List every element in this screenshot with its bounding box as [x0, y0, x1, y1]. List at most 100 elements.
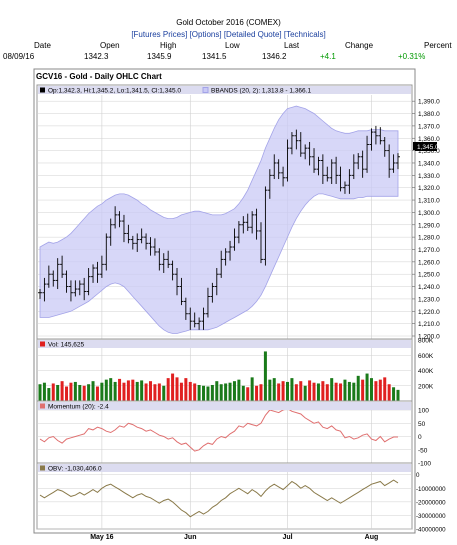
- obv-panel: [36, 462, 413, 530]
- date-label: Date: [34, 41, 51, 50]
- volume-bar: [47, 388, 51, 401]
- volume-y-tick-label: 600K: [418, 353, 434, 360]
- volume-bars: [38, 351, 400, 401]
- price-y-tick-label: 1,200.0: [418, 334, 440, 341]
- momentum-y-tick-label: -50: [418, 447, 428, 454]
- volume-bar: [184, 378, 188, 401]
- volume-bar: [153, 384, 157, 401]
- volume-bar: [82, 385, 86, 401]
- volume-legend-bg: [38, 340, 411, 348]
- volume-bar: [60, 381, 64, 401]
- ohlc-bar: [307, 141, 312, 166]
- percent-label: Percent: [424, 41, 452, 50]
- ohlc-bars: [38, 125, 400, 330]
- price-y-tick-label: 1,350.0: [418, 148, 440, 155]
- volume-y-tick-label: 200K: [418, 383, 434, 390]
- ohlc-bar: [170, 260, 175, 281]
- low-value: 1341.5: [202, 52, 227, 61]
- volume-bar: [144, 383, 148, 401]
- ohlc-bar: [228, 240, 233, 261]
- detailed-quote-link[interactable]: Detailed Quote: [226, 30, 280, 39]
- ohlc-bar: [245, 213, 250, 231]
- x-tick-label: Jul: [282, 534, 292, 541]
- volume-bar: [65, 386, 69, 401]
- ohlc-bar: [241, 216, 246, 234]
- price-y-tick-label: 1,310.0: [418, 198, 440, 205]
- ohlc-bar: [316, 156, 321, 176]
- open-label: Open: [100, 41, 120, 50]
- price-y-tick-label: 1,330.0: [418, 173, 440, 180]
- last-value-marker: [413, 142, 415, 150]
- ohlc-bar: [201, 307, 206, 330]
- volume-bar: [232, 381, 236, 401]
- volume-bar: [51, 383, 55, 401]
- ohlc-bar: [219, 250, 224, 278]
- volume-bar: [157, 383, 161, 401]
- ohlc-bar: [73, 280, 78, 297]
- price-y-tick-label: 1,290.0: [418, 222, 440, 229]
- volume-bar: [361, 379, 365, 401]
- ohlc-bar: [382, 137, 387, 157]
- quote-values-row: 08/09/16 1342.3 1345.9 1341.5 1346.2 +4.…: [0, 52, 457, 62]
- ohlc-bar: [60, 255, 65, 278]
- price-y-tick-label: 1,300.0: [418, 210, 440, 217]
- technicals-link[interactable]: Technicals: [286, 30, 324, 39]
- obv-y-axis: -40000000 -30000000 -20000000 -10000000 0: [416, 472, 446, 533]
- momentum-y-tick-label: -100: [418, 461, 431, 468]
- ohlc-bar: [148, 237, 153, 256]
- volume-bar: [294, 384, 298, 401]
- volume-bar: [339, 383, 343, 401]
- volume-bar: [109, 378, 113, 401]
- volume-bar: [392, 387, 396, 401]
- last-label: Last: [284, 41, 300, 50]
- chart-links: [Futures Prices] [Options] [Detailed Quo…: [131, 30, 326, 39]
- volume-bar: [210, 384, 214, 401]
- volume-bar: [175, 377, 179, 401]
- last-value: 1346.2: [262, 52, 287, 61]
- volume-bar: [78, 384, 82, 401]
- ohlc-bar: [325, 166, 330, 182]
- volume-y-tick-label: 400K: [418, 368, 434, 375]
- volume-bar: [325, 384, 329, 401]
- futures-prices-link[interactable]: Futures Prices: [133, 30, 186, 39]
- volume-bar: [286, 381, 290, 401]
- ohlc-bar: [338, 166, 343, 192]
- obv-grid: [37, 472, 412, 530]
- ohlc-bar: [373, 125, 378, 145]
- ohlc-bar: [312, 148, 317, 173]
- volume-bar: [374, 381, 378, 401]
- ohlc-bar: [391, 154, 396, 173]
- ohlc-bar: [360, 150, 365, 178]
- volume-bar: [369, 378, 373, 401]
- volume-bar: [215, 381, 219, 401]
- volume-bar: [290, 378, 294, 401]
- volume-bar: [135, 381, 139, 401]
- ohlc-bar: [334, 156, 339, 184]
- ohlc-bar: [342, 181, 347, 194]
- volume-bar: [56, 384, 60, 401]
- volume-bar: [171, 373, 175, 401]
- ohlc-bar: [121, 214, 126, 243]
- ohlc-bar: [152, 238, 157, 256]
- obv-y-tick-label: -30000000: [416, 513, 446, 520]
- volume-bar: [263, 351, 267, 401]
- quote-header-row: Date Open High Low Last Change Percent: [0, 41, 457, 51]
- options-link[interactable]: Options: [191, 30, 220, 39]
- volume-bar: [334, 382, 338, 401]
- obv-y-tick-label: -40000000: [416, 527, 446, 534]
- price-y-axis: 1,200.0 1,210.0 1,220.0 1,230.0 1,240.0 1,250…: [412, 99, 440, 341]
- volume-bar: [126, 380, 130, 401]
- ohlc-bar: [351, 154, 356, 180]
- ohlc-bar: [378, 127, 383, 145]
- volume-bar: [378, 379, 382, 401]
- volume-bar: [113, 381, 117, 401]
- obv-line: [39, 479, 399, 518]
- volume-bar: [69, 382, 73, 401]
- volume-bar: [277, 383, 281, 401]
- volume-bar: [219, 384, 223, 401]
- volume-bar: [330, 378, 334, 401]
- ohlc-bar: [250, 211, 255, 234]
- volume-bar: [166, 378, 170, 401]
- price-y-tick-label: 1,230.0: [418, 296, 440, 303]
